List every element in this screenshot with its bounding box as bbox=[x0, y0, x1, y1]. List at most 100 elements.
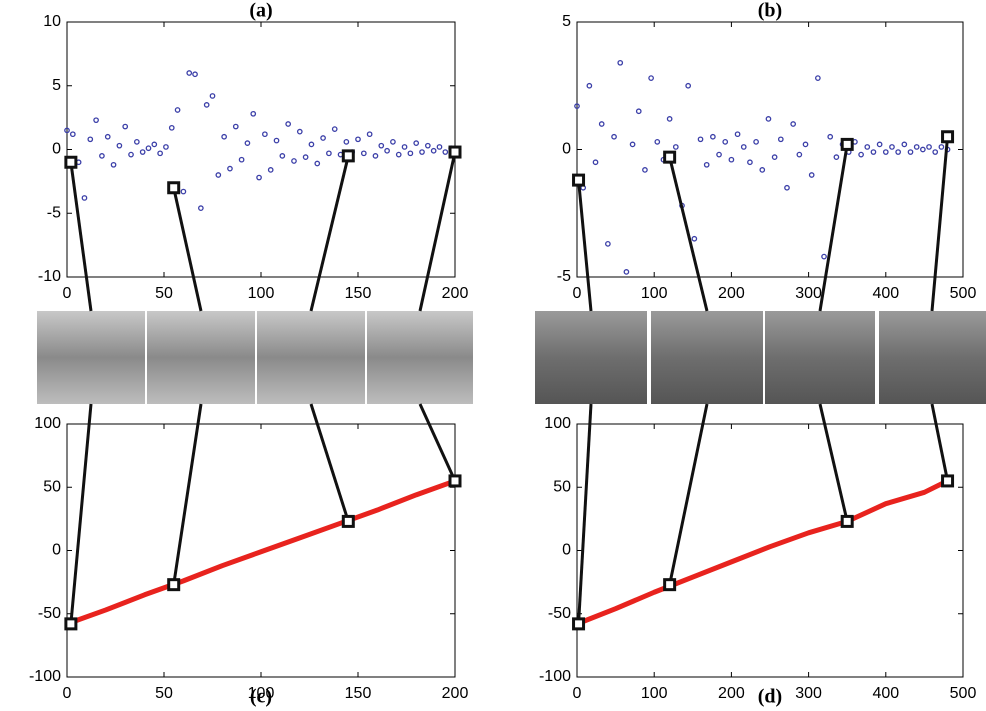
scatter-point bbox=[771, 154, 778, 160]
scatter-point bbox=[99, 153, 105, 159]
scatter-point bbox=[815, 75, 821, 81]
scatter-point bbox=[355, 136, 361, 143]
scatter-point bbox=[215, 172, 222, 178]
scatter-point bbox=[592, 159, 599, 166]
scatter-point bbox=[279, 153, 286, 159]
x-tick-label: 300 bbox=[795, 685, 822, 702]
connector bbox=[309, 155, 350, 312]
x-tick-label: 100 bbox=[641, 685, 668, 702]
frame-marker bbox=[167, 181, 181, 195]
connector bbox=[930, 403, 950, 482]
scatter-point bbox=[611, 133, 617, 140]
scatter-point bbox=[326, 150, 332, 157]
scatter-point bbox=[262, 131, 268, 138]
axes-frame bbox=[66, 21, 456, 278]
scatter-point bbox=[302, 154, 309, 160]
connector bbox=[172, 187, 203, 312]
y-tick-label: 5 bbox=[52, 77, 61, 94]
scatter-point bbox=[285, 121, 292, 127]
frame-marker bbox=[572, 617, 586, 631]
scatter-point bbox=[672, 144, 679, 150]
scatter-point bbox=[784, 184, 790, 191]
scatter-point bbox=[250, 110, 257, 117]
scatter-point bbox=[267, 167, 274, 173]
x-tick-label: 100 bbox=[641, 285, 668, 302]
x-tick-label: 200 bbox=[718, 285, 745, 302]
frame-marker bbox=[663, 578, 677, 592]
scatter-point bbox=[163, 144, 169, 150]
scatter-point bbox=[395, 151, 402, 158]
teapot-image bbox=[367, 311, 473, 404]
scatter-point bbox=[64, 127, 70, 134]
y-tick-label: 10 bbox=[43, 13, 61, 30]
x-tick-label: 50 bbox=[155, 685, 173, 702]
scatter-point bbox=[128, 151, 134, 158]
scatter-point bbox=[436, 144, 443, 150]
x-tick-label: 400 bbox=[872, 285, 899, 302]
teapot-image bbox=[147, 311, 255, 404]
scatter-point bbox=[833, 154, 840, 160]
scatter-point bbox=[104, 133, 111, 140]
scatter-point bbox=[648, 75, 654, 81]
frame-marker bbox=[941, 474, 955, 488]
scatter-point bbox=[168, 124, 175, 131]
x-tick-label: 150 bbox=[345, 685, 372, 702]
connector bbox=[418, 403, 457, 482]
y-tick-label: 100 bbox=[544, 415, 571, 432]
scatter-point bbox=[790, 121, 797, 127]
y-tick-label: -100 bbox=[539, 668, 571, 685]
frame-marker bbox=[64, 617, 78, 631]
y-tick-label: 0 bbox=[52, 542, 61, 559]
scatter-point bbox=[390, 139, 396, 145]
scatter-point bbox=[932, 149, 939, 155]
scatter-point bbox=[740, 144, 747, 150]
axes-frame bbox=[576, 423, 964, 678]
scatter-point bbox=[314, 160, 321, 167]
y-tick-label: -5 bbox=[47, 204, 61, 221]
image-strip-right bbox=[535, 311, 986, 404]
scatter-point bbox=[343, 139, 350, 145]
frame-marker bbox=[167, 578, 181, 592]
scatter-point bbox=[907, 149, 914, 155]
scatter-point bbox=[703, 161, 710, 168]
frame-marker bbox=[448, 474, 462, 488]
frame-marker bbox=[840, 137, 854, 151]
connector bbox=[309, 403, 350, 522]
frame-marker bbox=[448, 145, 462, 159]
scatter-point bbox=[256, 174, 262, 181]
x-tick-label: 500 bbox=[950, 685, 977, 702]
scatter-point bbox=[617, 59, 624, 66]
scatter-point bbox=[926, 144, 932, 150]
scatter-point bbox=[110, 161, 117, 168]
scatter-point bbox=[198, 205, 204, 211]
scatter-point bbox=[938, 144, 945, 150]
scatter-point bbox=[753, 139, 759, 145]
x-tick-label: 150 bbox=[345, 285, 372, 302]
scatter-point bbox=[413, 140, 420, 146]
scatter-point bbox=[913, 144, 920, 150]
connector bbox=[418, 151, 457, 312]
scatter-point bbox=[876, 141, 883, 148]
scatter-point bbox=[666, 116, 673, 122]
scatter-point bbox=[796, 151, 803, 158]
hand-image bbox=[879, 311, 986, 404]
scatter-point bbox=[331, 126, 338, 132]
connector bbox=[668, 156, 709, 312]
scatter-point bbox=[685, 82, 692, 89]
scatter-point bbox=[430, 147, 437, 154]
x-tick-label: 200 bbox=[718, 685, 745, 702]
scatter-point bbox=[654, 139, 661, 145]
frame-marker bbox=[341, 149, 355, 163]
scatter-point bbox=[151, 141, 158, 148]
scatter-point bbox=[87, 136, 94, 143]
scatter-point bbox=[186, 70, 193, 76]
scatter-point bbox=[378, 142, 385, 149]
scatter-point bbox=[81, 195, 88, 201]
teapot-image bbox=[37, 311, 145, 404]
panel-title: (a) bbox=[249, 0, 272, 22]
scatter-point bbox=[291, 158, 297, 164]
scatter-point bbox=[716, 151, 722, 158]
connector bbox=[668, 403, 709, 585]
scatter-point bbox=[808, 172, 815, 178]
scatter-point bbox=[882, 149, 889, 155]
